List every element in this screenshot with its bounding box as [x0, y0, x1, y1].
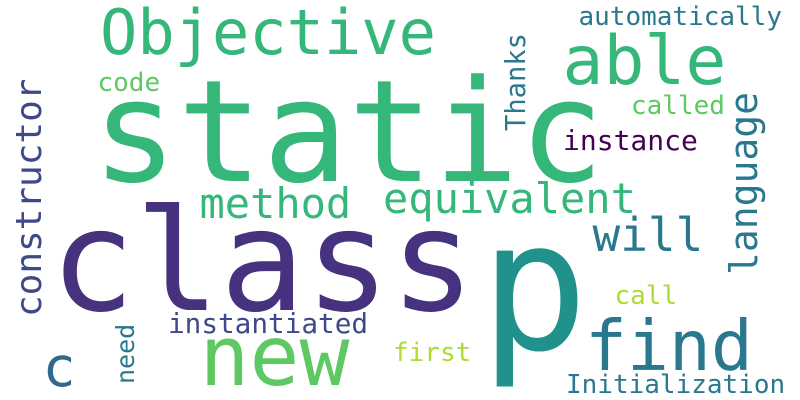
word-need: need	[111, 323, 140, 384]
word-call: call	[614, 281, 678, 311]
word-find: find	[585, 306, 753, 388]
word-code: code	[97, 68, 161, 98]
word-constructor: constructor	[9, 78, 50, 317]
word-first: first	[393, 338, 472, 368]
word-method: method	[199, 179, 352, 228]
word-p: p	[480, 183, 589, 392]
word-instance: instance	[563, 124, 698, 157]
word-new: new	[199, 308, 350, 400]
word-language: language	[722, 91, 766, 275]
word-static: static	[92, 50, 605, 216]
word-initialization: Initialization	[566, 370, 786, 400]
word-thanks: Thanks	[501, 33, 533, 131]
word-equivalent: equivalent	[383, 174, 636, 223]
word-called: called	[631, 91, 725, 121]
word-automatically: automatically	[578, 2, 783, 32]
word-objective: Objective	[100, 0, 436, 69]
word-c: c	[42, 335, 76, 399]
word-will: will	[592, 208, 704, 262]
word-instantiated: instantiated	[168, 307, 369, 341]
word-able: able	[562, 22, 727, 101]
word-class: class	[50, 180, 476, 345]
